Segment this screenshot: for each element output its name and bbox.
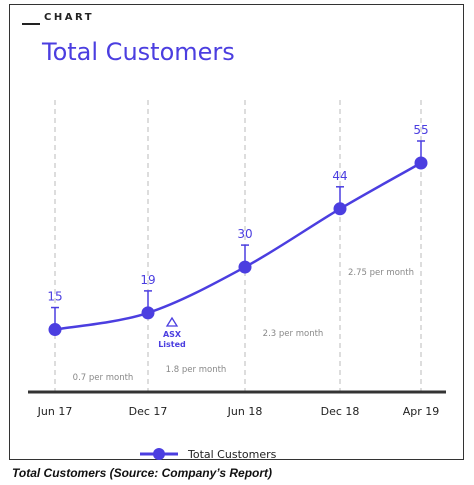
value-label-2: 30 <box>237 227 252 241</box>
growth-note-1: 1.8 per month <box>166 365 227 375</box>
value-label-4: 55 <box>413 123 428 137</box>
legend: Total Customers <box>140 448 277 461</box>
data-points: 15 19 30 44 55 <box>47 123 429 337</box>
chart-frame <box>9 4 464 460</box>
growth-note-2: 2.3 per month <box>263 329 324 339</box>
data-point-dec-18 <box>333 202 347 216</box>
legend-label: Total Customers <box>187 448 277 461</box>
figure-caption: Total Customers (Source: Company’s Repor… <box>12 466 273 480</box>
x-tick-label-1: Dec 17 <box>129 405 168 418</box>
value-label-3: 44 <box>332 169 347 183</box>
growth-note-0: 0.7 per month <box>73 373 134 383</box>
series-line-total-customers <box>54 161 422 331</box>
event-triangle-icon <box>165 316 179 327</box>
x-tick-label-4: Apr 19 <box>403 405 440 418</box>
chart-eyebrow: CHART <box>44 12 95 23</box>
value-label-0: 15 <box>47 290 62 304</box>
x-tick-label-3: Dec 18 <box>321 405 360 418</box>
event-label-line-0: ASX <box>163 330 182 339</box>
data-point-apr-19 <box>414 156 428 170</box>
data-point-jun-18 <box>238 260 252 274</box>
eyebrow-rule <box>22 23 40 25</box>
x-tick-label-0: Jun 17 <box>37 405 73 418</box>
grid-layer <box>54 100 422 392</box>
data-point-jun-17 <box>48 323 62 337</box>
legend-swatch-marker <box>153 448 165 460</box>
event-label-line-1: Listed <box>158 340 186 349</box>
value-label-1: 19 <box>140 273 155 287</box>
x-tick-label-2: Jun 18 <box>227 405 263 418</box>
growth-notes: 0.7 per month 1.8 per month 2.3 per month 2… <box>73 268 414 383</box>
growth-note-3: 2.75 per month <box>348 268 414 278</box>
data-point-dec-17 <box>141 306 155 320</box>
x-tick-labels: Jun 17 Dec 17 Jun 18 Dec 18 Apr 19 <box>37 405 440 418</box>
chart-title: Total Customers <box>42 38 235 66</box>
